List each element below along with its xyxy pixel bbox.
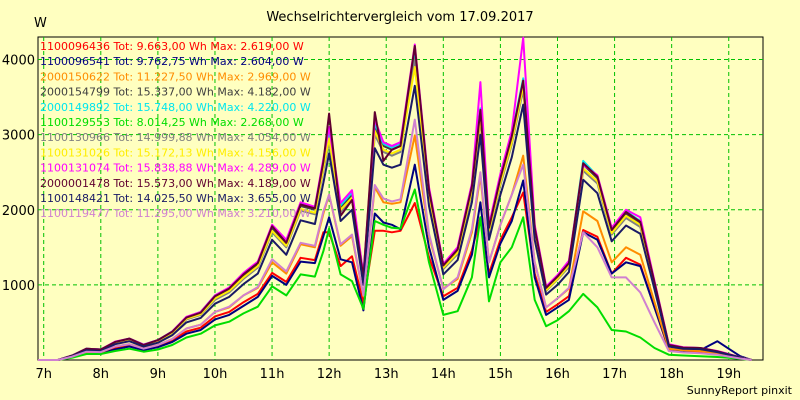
x-tick-label: 7h [35, 367, 52, 382]
legend-entry-2000150622: 2000150622 Tot: 11.227,50 Wh Max: 2.969,… [40, 70, 311, 83]
x-tick-label: 18h [659, 367, 684, 382]
legend-entry-1100119477: 1100119477 Tot: 11.295,00 Wh Max: 3.210,… [40, 207, 311, 220]
x-tick-label: 12h [317, 367, 342, 382]
series-line-1100129553 [38, 188, 752, 361]
legend-entry-1100148421: 1100148421 Tot: 14.025,50 Wh Max: 3.655,… [40, 192, 311, 205]
chart-title: Wechselrichtervergleich vom 17.09.2017 [266, 10, 534, 25]
series-line-2000001478 [38, 45, 752, 361]
x-tick-label: 15h [488, 367, 513, 382]
y-tick-label: 1000 [2, 279, 35, 294]
x-tick-label: 8h [93, 367, 110, 382]
series-line-1100148421 [38, 84, 752, 361]
legend-entry-1100129553: 1100129553 Tot: 8.014,25 Wh Max: 2.268,0… [40, 116, 304, 129]
legend-entry-1100096436: 1100096436 Tot: 9.663,00 Wh Max: 2.619,0… [40, 40, 304, 53]
y-tick-label: 4000 [2, 54, 35, 69]
legend-entry-1100131026: 1100131026 Tot: 15.172,13 Wh Max: 4.156,… [40, 146, 311, 159]
x-tick-label: 11h [260, 367, 285, 382]
y-tick-label: 3000 [2, 129, 35, 144]
x-tick-label: 10h [203, 367, 228, 382]
legend-entry-1100131074: 1100131074 Tot: 15.838,88 Wh Max: 4.289,… [40, 162, 311, 175]
y-tick-label: 2000 [2, 204, 35, 219]
series-line-1100096541 [38, 163, 752, 361]
x-tick-label: 16h [545, 367, 570, 382]
legend-entry-1100096541: 1100096541 Tot: 9.762,75 Wh Max: 2.604,0… [40, 55, 304, 68]
x-tick-label: 14h [431, 367, 456, 382]
series-lines [38, 36, 752, 361]
y-unit-label: W [34, 16, 47, 31]
x-tick-label: 19h [716, 367, 741, 382]
x-tick-label: 9h [150, 367, 167, 382]
x-tick-label: 13h [374, 367, 399, 382]
legend-entry-1100130966: 1100130966 Tot: 14.999,88 Wh Max: 4.054,… [40, 131, 311, 144]
legend-entry-2000154799: 2000154799 Tot: 15.337,00 Wh Max: 4.182,… [40, 86, 311, 99]
x-tick-label: 17h [602, 367, 627, 382]
y-axis-ticks: 1000 2000 3000 4000 [2, 54, 35, 294]
legend: 1100096436 Tot: 9.663,00 Wh Max: 2.619,0… [40, 40, 311, 220]
series-line-1100096436 [38, 191, 752, 361]
legend-entry-2000001478: 2000001478 Tot: 15.573,00 Wh Max: 4.189,… [40, 177, 311, 190]
legend-entry-2000149892: 2000149892 Tot: 15.748,00 Wh Max: 4.220,… [40, 101, 311, 114]
series-line-1100119477 [38, 118, 752, 361]
footer-credit: SunnyReport pinxit [686, 384, 792, 397]
x-axis-ticks: 7h 8h 9h 10h 11h 12h 13h 14h 15h 16h 17h 18h 19h [35, 367, 741, 382]
